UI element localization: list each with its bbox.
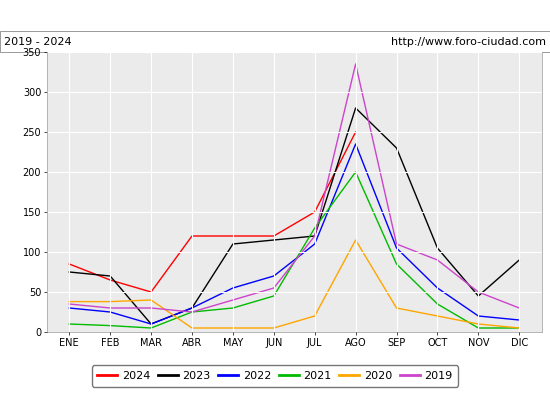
Text: Evolucion Nº Turistas Extranjeros en el municipio de Cacabelos: Evolucion Nº Turistas Extranjeros en el … [65,9,485,22]
Text: http://www.foro-ciudad.com: http://www.foro-ciudad.com [390,37,546,47]
Text: 2019 - 2024: 2019 - 2024 [4,37,72,47]
Legend: 2024, 2023, 2022, 2021, 2020, 2019: 2024, 2023, 2022, 2021, 2020, 2019 [92,366,458,386]
FancyBboxPatch shape [0,31,550,52]
